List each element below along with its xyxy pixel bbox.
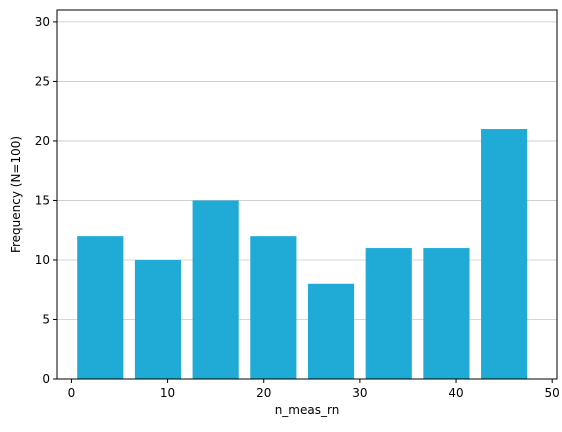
bar-7 [481,129,528,379]
plot-frame [56,9,558,380]
x-axis-ticks: 0 10 20 30 40 50 [68,379,560,400]
bar-1 [134,259,182,379]
x-tick-label-10: 10 [160,386,175,400]
x-axis-label: n_meas_rn [275,403,340,417]
bars [77,129,528,379]
bar-4 [307,283,355,379]
y-axis-label: Frequency (N=100) [9,136,23,253]
x-tick-label-50: 50 [545,386,560,400]
y-tick-label-10: 10 [35,253,50,267]
x-tick-label-0: 0 [68,386,76,400]
x-tick-label-40: 40 [448,386,463,400]
x-tick-label-30: 30 [352,386,367,400]
y-tick-label-20: 20 [35,134,50,148]
bar-0 [77,236,124,379]
x-tick-label-20: 20 [256,386,271,400]
bar-6 [423,248,470,379]
y-tick-label-5: 5 [42,312,50,326]
bar-3 [250,236,297,379]
bar-5 [365,248,412,379]
y-tick-label-0: 0 [42,372,50,386]
y-tick-label-25: 25 [35,74,50,88]
y-axis-ticks: 0 5 10 15 20 25 30 [35,15,57,386]
y-tick-label-30: 30 [35,15,50,29]
bar-2 [192,200,239,379]
y-tick-label-15: 15 [35,193,50,207]
